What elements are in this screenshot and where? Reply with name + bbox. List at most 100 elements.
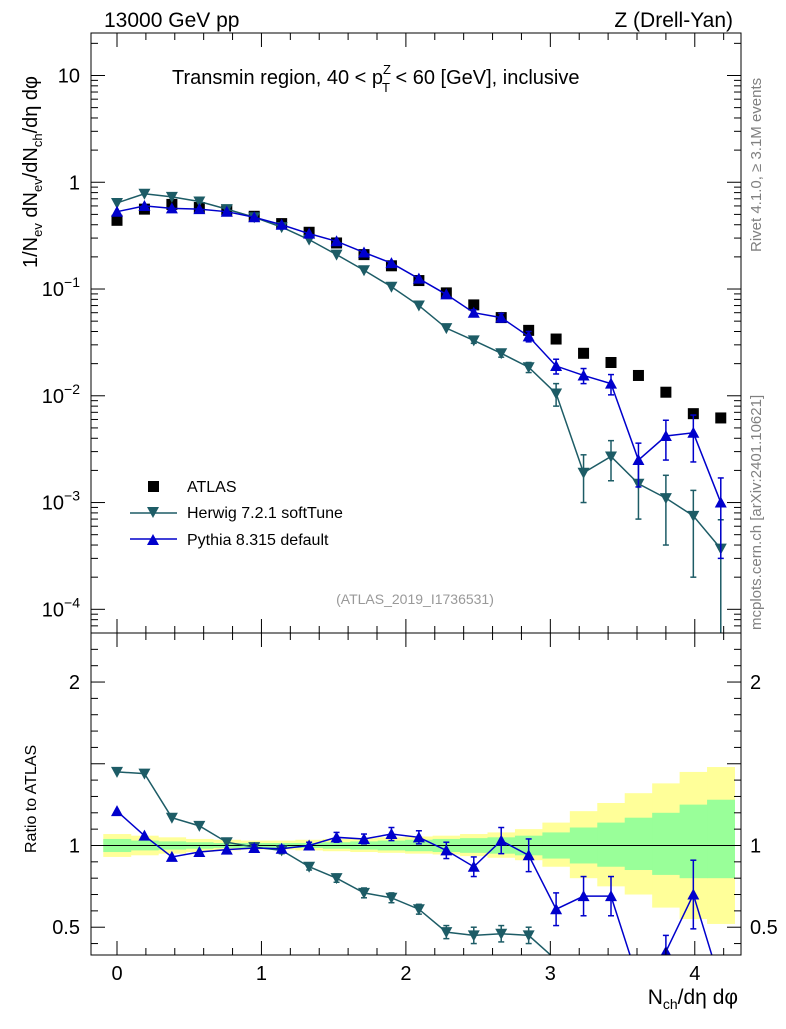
ratio-point-pythia xyxy=(495,834,508,846)
main-point-herwig xyxy=(495,348,508,360)
legend-marker-atlas xyxy=(148,481,159,492)
ratio-band-segment xyxy=(652,812,681,875)
ratio-point-pythia xyxy=(220,843,233,855)
main-point-pythia xyxy=(440,288,453,300)
ratio-point-herwig xyxy=(578,988,590,999)
ratio-point-herwig xyxy=(467,930,480,942)
ratio-point-pythia xyxy=(303,839,316,851)
tick-base: 10 xyxy=(42,599,64,621)
main-point-herwig xyxy=(193,196,206,208)
ylabel-sub: ev xyxy=(30,178,45,192)
ratio-band-segment xyxy=(707,799,735,879)
ratio-point-herwig xyxy=(412,904,425,916)
main-point-pythia xyxy=(522,330,535,342)
ylabel-part: /dη dφ xyxy=(20,76,42,133)
ratio-x-tick-label: 2 xyxy=(400,963,411,985)
ratio-point-pythia xyxy=(193,846,206,858)
main-y-tick-label: 10−4 xyxy=(42,594,80,621)
main-point-atlas xyxy=(468,299,480,311)
main-point-atlas xyxy=(578,347,590,359)
ratio-y-axis-label: Ratio to ATLAS xyxy=(23,745,40,853)
main-series-layer xyxy=(111,188,727,633)
main-point-atlas xyxy=(550,333,562,345)
ratio-point-herwig xyxy=(605,988,617,999)
ratio-point-pythia xyxy=(522,849,535,861)
main-point-pythia xyxy=(577,369,590,381)
xlabel-part: /dη dφ xyxy=(678,986,738,1009)
tick-exponent: −1 xyxy=(64,274,80,290)
tick-exponent: −2 xyxy=(64,381,80,397)
main-point-atlas xyxy=(660,386,672,398)
main-point-pythia xyxy=(248,211,261,223)
ratio-point-pythia xyxy=(550,903,563,915)
main-point-herwig xyxy=(605,451,617,463)
ratio-band-segment xyxy=(624,817,653,871)
xlabel-part: N xyxy=(648,986,663,1009)
main-title-sub: T xyxy=(382,80,390,95)
ratio-point-pythia xyxy=(358,832,370,844)
ratio-x-tick-label: 3 xyxy=(545,963,556,985)
tick-base: 10 xyxy=(42,493,64,515)
main-title-after: < 60 [GeV], inclusive xyxy=(390,67,580,89)
ratio-y-tick-label-left: 1 xyxy=(69,835,80,857)
xlabel-sub: ch xyxy=(663,996,678,1012)
ratio-bands xyxy=(91,767,741,924)
ratio-point-pythia xyxy=(687,888,700,900)
main-point-pythia xyxy=(220,205,233,217)
main-point-pythia xyxy=(111,205,123,217)
main-point-atlas xyxy=(111,214,123,226)
ratio-point-herwig xyxy=(522,930,535,942)
main-point-pythia xyxy=(659,430,672,442)
main-y-tick-label: 10−2 xyxy=(42,381,80,408)
legend-label-pythia: Pythia 8.315 default xyxy=(187,532,329,549)
main-point-atlas xyxy=(523,324,535,336)
main-point-herwig xyxy=(330,249,343,261)
ratio-point-herwig xyxy=(385,892,398,904)
ratio-x-axis-label: Nch/dη dφ xyxy=(648,986,738,1012)
main-point-herwig xyxy=(385,281,398,293)
main-point-pythia xyxy=(138,199,151,211)
main-point-pythia xyxy=(687,426,700,438)
legend: ATLAS Herwig 7.2.1 softTune Pythia 8.315… xyxy=(130,479,343,549)
main-point-herwig xyxy=(165,191,178,203)
main-point-pythia xyxy=(193,203,206,215)
legend-marker-pythia xyxy=(147,534,159,545)
main-point-pythia xyxy=(358,246,370,258)
ratio-y-tick-label-left: 2 xyxy=(69,672,80,694)
ratio-point-pythia xyxy=(275,842,288,854)
ratio-y-tick-label-right: 0.5 xyxy=(750,917,778,939)
ratio-point-pythia xyxy=(111,805,123,817)
header-process-label: Z (Drell-Yan) xyxy=(614,9,733,32)
tick-base: 10 xyxy=(42,279,64,301)
ratio-point-pythia xyxy=(412,831,425,843)
main-point-herwig xyxy=(358,265,370,277)
main-point-pythia xyxy=(385,257,398,269)
main-point-herwig xyxy=(577,467,590,479)
ratio-point-pythia xyxy=(440,844,453,856)
ratio-point-pythia xyxy=(385,828,398,840)
main-series-line xyxy=(116,205,722,503)
ratio-axis-ticks: 0.5 0.5 1 1 2 2 0 1 2 3 4 xyxy=(52,633,778,985)
main-y-tick-label: 1 xyxy=(69,172,80,194)
main-title-sup: Z xyxy=(383,62,391,77)
ratio-band-segment xyxy=(597,822,626,867)
tick-exponent: −4 xyxy=(64,594,80,610)
main-point-herwig xyxy=(659,493,672,505)
main-point-pythia xyxy=(605,377,617,389)
ratio-point-pythia xyxy=(577,890,590,902)
legend-marker-herwig xyxy=(147,507,159,518)
ratio-point-herwig xyxy=(440,927,453,939)
main-point-atlas xyxy=(687,408,699,420)
ratio-point-herwig xyxy=(165,812,178,824)
ratio-point-herwig xyxy=(193,820,206,832)
main-y-tick-label: 10−1 xyxy=(42,274,80,301)
ratio-x-tick-label: 4 xyxy=(689,963,700,985)
main-point-herwig xyxy=(467,335,480,347)
ratio-point-pythia xyxy=(165,850,178,862)
ratio-point-herwig xyxy=(495,928,508,940)
ratio-point-pythia xyxy=(330,831,343,843)
main-point-pythia xyxy=(550,360,563,372)
ratio-y-tick-label-right: 1 xyxy=(750,835,761,857)
analysis-watermark: (ATLAS_2019_I1736531) xyxy=(336,591,494,607)
